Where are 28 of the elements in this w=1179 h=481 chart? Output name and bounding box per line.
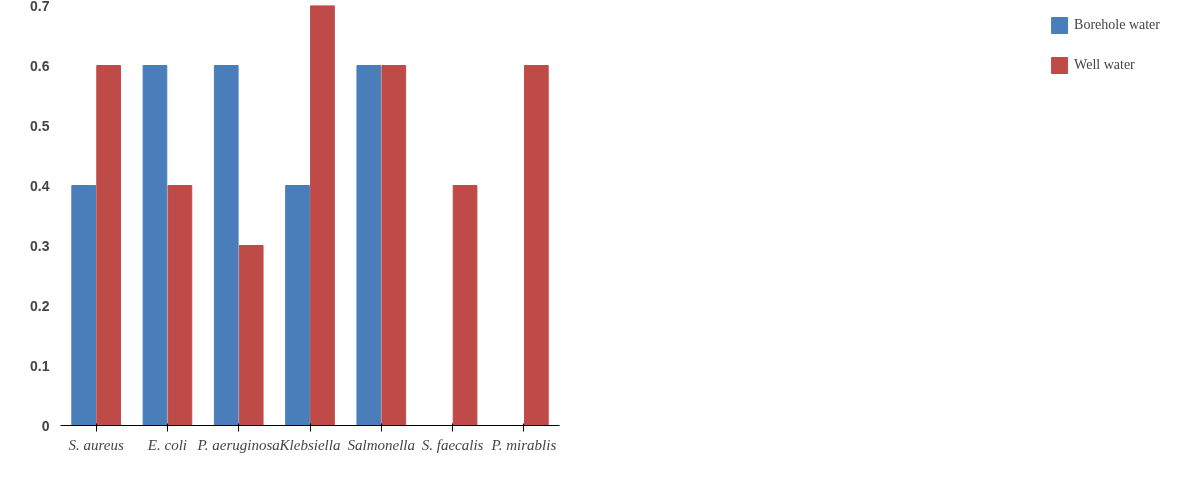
- bar: [356, 65, 382, 426]
- bar: [381, 65, 407, 426]
- x-tick-label: S. aureus: [68, 436, 124, 453]
- y-tick-label: 0: [41, 417, 50, 434]
- bar: [96, 65, 121, 426]
- x-tick-label: S. faecalis: [421, 436, 484, 453]
- y-tick-label: 0.2: [30, 297, 50, 314]
- bar: [523, 65, 549, 426]
- y-tick-label: 0.7: [30, 0, 50, 14]
- y-tick-label: 0.5: [30, 117, 50, 134]
- y-tick-label: 0.6: [30, 57, 50, 74]
- x-tick-label: E. coli: [146, 436, 188, 453]
- legend-label: Borehole water: [1074, 17, 1160, 33]
- bar: [142, 65, 168, 426]
- bar: [452, 185, 478, 426]
- x-tick-label: Salmonella: [347, 436, 416, 453]
- x-tick-label: P. aeruginosa: [196, 436, 280, 453]
- x-tick-label: P. mirablis: [490, 436, 557, 453]
- bar: [167, 185, 193, 426]
- legend-label: Well water: [1074, 57, 1135, 73]
- bar: [285, 185, 310, 426]
- y-tick-label: 0.1: [30, 357, 50, 374]
- bar: [71, 185, 97, 426]
- bar: [310, 5, 335, 426]
- bar: [238, 245, 264, 426]
- y-tick-label: 0.3: [30, 237, 50, 254]
- bar: [213, 65, 239, 426]
- y-tick-label: 0.4: [30, 177, 50, 194]
